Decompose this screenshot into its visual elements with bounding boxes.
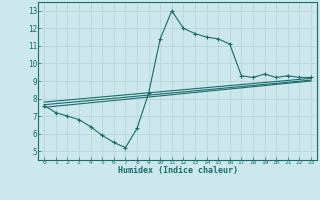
X-axis label: Humidex (Indice chaleur): Humidex (Indice chaleur) [118,166,238,175]
